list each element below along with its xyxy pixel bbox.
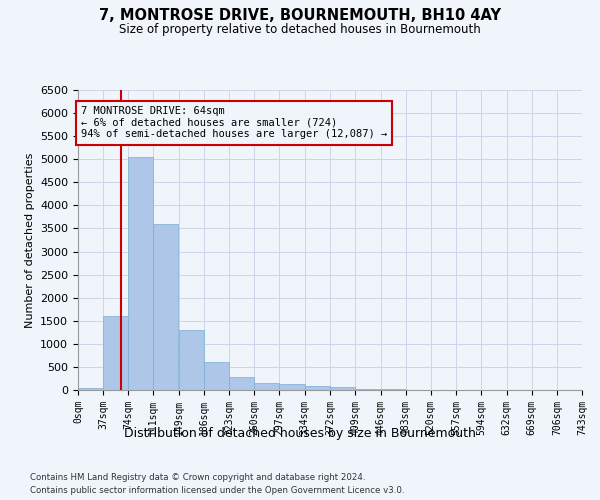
Bar bbox=[254, 383, 280, 390]
Text: 7 MONTROSE DRIVE: 64sqm
← 6% of detached houses are smaller (724)
94% of semi-de: 7 MONTROSE DRIVE: 64sqm ← 6% of detached… bbox=[81, 106, 387, 140]
Text: Distribution of detached houses by size in Bournemouth: Distribution of detached houses by size … bbox=[124, 428, 476, 440]
Bar bbox=[179, 330, 204, 390]
Bar bbox=[128, 157, 153, 390]
Text: Contains HM Land Registry data © Crown copyright and database right 2024.: Contains HM Land Registry data © Crown c… bbox=[30, 472, 365, 482]
Bar bbox=[78, 388, 103, 390]
Y-axis label: Number of detached properties: Number of detached properties bbox=[25, 152, 35, 328]
Bar bbox=[331, 388, 355, 390]
Bar bbox=[229, 378, 254, 390]
Bar bbox=[103, 316, 128, 390]
Text: Contains public sector information licensed under the Open Government Licence v3: Contains public sector information licen… bbox=[30, 486, 404, 495]
Bar bbox=[355, 388, 380, 390]
Bar bbox=[280, 384, 305, 390]
Text: 7, MONTROSE DRIVE, BOURNEMOUTH, BH10 4AY: 7, MONTROSE DRIVE, BOURNEMOUTH, BH10 4AY bbox=[99, 8, 501, 22]
Bar bbox=[305, 386, 329, 390]
Text: Size of property relative to detached houses in Bournemouth: Size of property relative to detached ho… bbox=[119, 22, 481, 36]
Bar bbox=[153, 224, 178, 390]
Bar bbox=[204, 362, 229, 390]
